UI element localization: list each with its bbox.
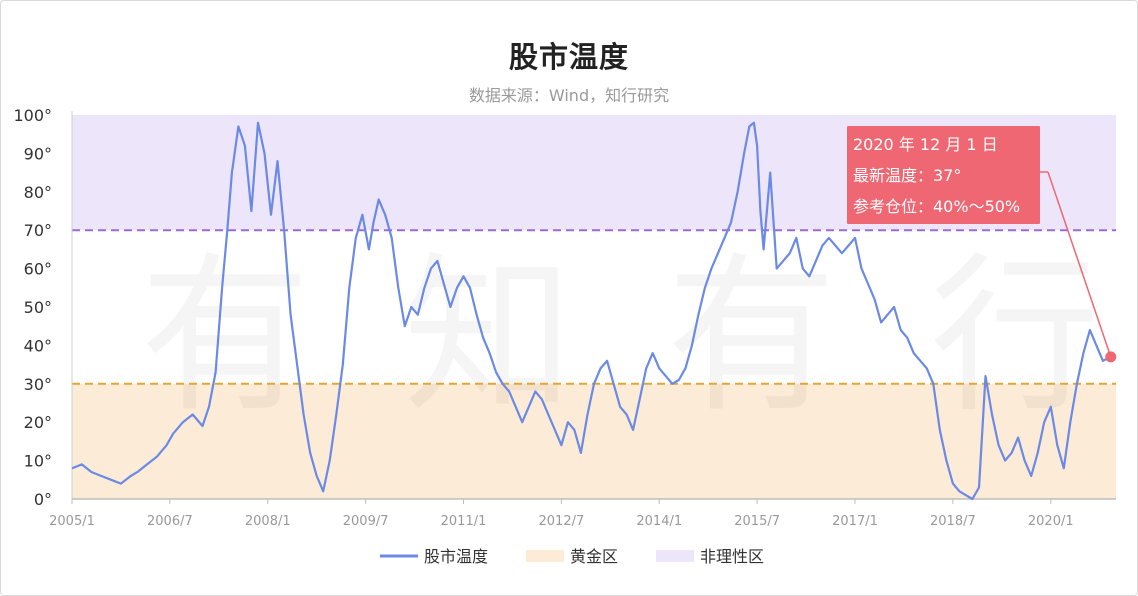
x-tick-label: 2012/7 [539,514,585,529]
legend-swatch-rect [656,550,694,562]
x-tick-label: 2014/1 [636,514,682,529]
annotation-box [847,126,1040,224]
y-tick-label: 10° [24,452,52,471]
chart-subtitle: 数据来源：Wind，知行研究 [468,86,670,105]
y-tick-label: 50° [24,298,52,317]
y-tick-label: 20° [24,413,52,432]
legend-swatch-rect [526,550,564,562]
annotation-point [1105,351,1117,363]
annotation-temperature: 最新温度：37° [853,166,961,185]
legend-label: 股市温度 [424,547,488,566]
x-tick-label: 2008/1 [245,514,291,529]
y-tick-label: 80° [24,183,52,202]
annotation-position: 参考仓位：40%～50% [853,197,1020,216]
x-tick-label: 2006/7 [147,514,193,529]
legend-label: 黄金区 [570,547,618,566]
y-tick-label: 0° [34,490,52,509]
x-tick-label: 2020/1 [1028,514,1074,529]
y-tick-label: 30° [24,375,52,394]
x-tick-label: 2011/1 [441,514,487,529]
chart-title: 股市温度 [508,40,629,74]
x-tick-label: 2005/1 [49,514,95,529]
x-tick-label: 2017/1 [832,514,878,529]
y-tick-label: 60° [24,260,52,279]
legend-label: 非理性区 [700,547,764,566]
annotation-connector [1047,171,1112,358]
y-tick-label: 70° [24,221,52,240]
series-line-0 [71,121,1112,501]
y-tick-label: 40° [24,336,52,355]
x-tick-label: 2015/7 [734,514,780,529]
annotation-date: 2020 年 12 月 1 日 [853,135,998,154]
y-tick-label: 90° [24,144,52,163]
x-tick-label: 2018/7 [930,514,976,529]
x-tick-label: 2009/7 [343,514,389,529]
y-tick-label: 100° [13,106,52,125]
